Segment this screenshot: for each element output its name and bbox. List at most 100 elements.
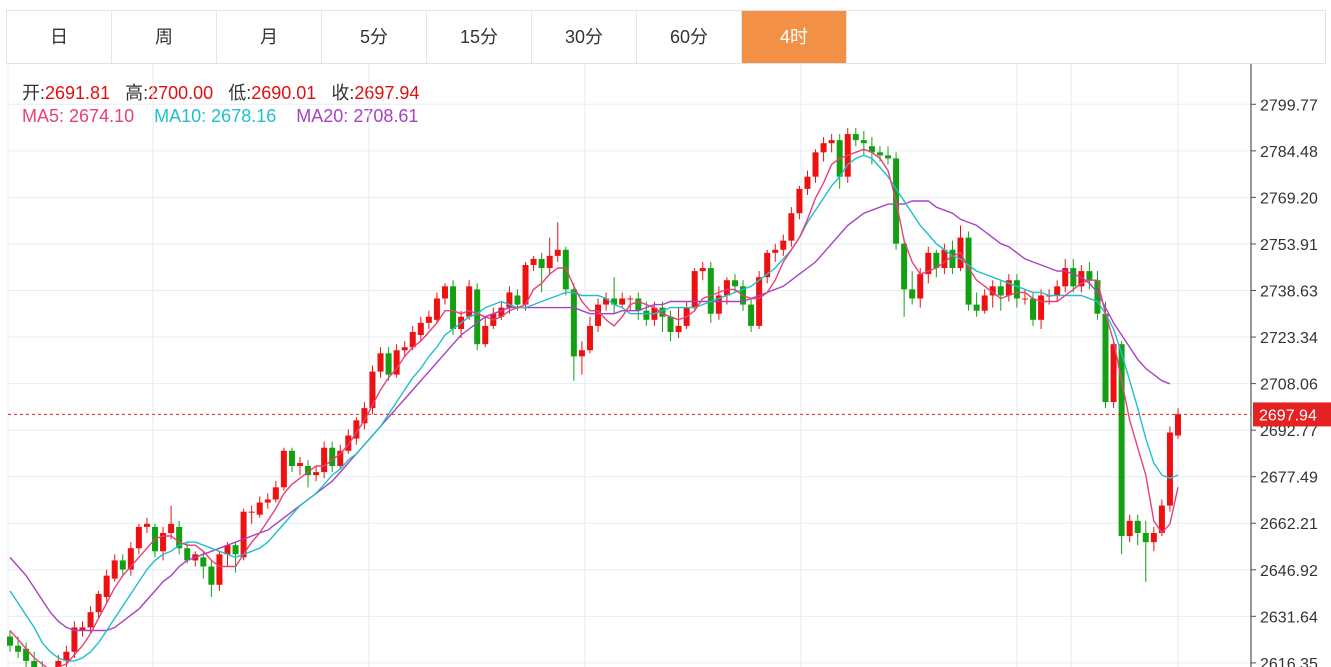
tab-6[interactable]: 60分 <box>637 11 742 63</box>
candle <box>772 243 779 262</box>
candle <box>586 316 593 354</box>
candle <box>1078 265 1085 293</box>
candle <box>941 243 948 275</box>
candle <box>1021 289 1028 305</box>
price-tick-label: 2692.77 <box>1260 423 1318 440</box>
candle <box>321 441 328 479</box>
candle <box>538 252 545 293</box>
candle <box>23 642 30 667</box>
candle <box>611 277 618 314</box>
candle <box>135 523 142 555</box>
candle <box>554 222 561 262</box>
price-tick-label: 2708.06 <box>1260 377 1318 394</box>
high-label: 高: <box>125 83 149 103</box>
candle <box>546 237 553 275</box>
candle <box>393 344 400 378</box>
candle <box>466 280 473 320</box>
ma10-label: MA10: <box>154 106 207 126</box>
candle <box>377 347 384 378</box>
candle <box>1158 499 1165 537</box>
candle <box>723 277 730 305</box>
candle <box>296 456 303 476</box>
candle <box>345 429 352 454</box>
candle <box>1086 261 1093 290</box>
candle <box>796 185 803 220</box>
tab-0[interactable]: 日 <box>7 11 112 63</box>
candle <box>1166 426 1173 512</box>
candle <box>635 292 642 320</box>
price-tick-label: 2662.21 <box>1260 516 1318 533</box>
candle <box>1142 520 1149 582</box>
last-price-label: 2697.94 <box>1259 407 1317 424</box>
candle <box>240 508 247 561</box>
candle <box>208 560 215 597</box>
tab-7[interactable]: 4时 <box>742 11 847 63</box>
ma10-line <box>9 154 1179 662</box>
candle <box>401 341 408 357</box>
candle <box>748 298 755 332</box>
candle <box>168 505 175 540</box>
candle <box>675 307 682 339</box>
ma5-line <box>9 148 1179 667</box>
candle <box>119 554 126 576</box>
tab-4[interactable]: 15分 <box>427 11 532 63</box>
price-tick-label: 2646.92 <box>1260 563 1318 580</box>
candle <box>7 630 13 652</box>
ohlc-readout: 开:2691.81 高:2700.00 低:2690.01 收:2697.94 <box>22 79 419 105</box>
candle <box>361 402 368 430</box>
tab-1[interactable]: 周 <box>112 11 217 63</box>
candle <box>329 441 336 473</box>
candle <box>885 146 892 165</box>
candle <box>87 606 94 634</box>
candle <box>103 569 110 604</box>
candle <box>111 554 118 582</box>
close-label: 收: <box>331 83 355 103</box>
candle <box>933 249 940 278</box>
candle <box>1005 274 1012 302</box>
candle <box>522 261 529 311</box>
candle <box>337 444 344 470</box>
candle <box>31 651 38 667</box>
candle <box>852 127 859 147</box>
candle <box>409 325 416 351</box>
ma20-line <box>9 200 1171 632</box>
candle <box>619 292 626 308</box>
price-tick-label: 2631.64 <box>1260 609 1318 626</box>
tab-2[interactable]: 月 <box>217 11 322 63</box>
candle <box>997 280 1004 311</box>
candle <box>71 621 78 658</box>
price-tick-label: 2784.48 <box>1260 144 1318 161</box>
candle <box>441 283 448 305</box>
candle <box>925 246 932 284</box>
candle <box>127 542 134 576</box>
price-tick-label: 2799.77 <box>1260 97 1318 114</box>
price-tick-label: 2723.34 <box>1260 330 1318 347</box>
tab-3[interactable]: 5分 <box>322 11 427 63</box>
candle <box>474 283 481 351</box>
candle <box>55 654 62 667</box>
low-label: 低: <box>228 83 252 103</box>
candle <box>981 289 988 314</box>
candle <box>506 286 513 314</box>
candle <box>965 231 972 311</box>
candle <box>417 316 424 342</box>
high-value: 2700.00 <box>148 83 214 103</box>
candle <box>1038 289 1045 329</box>
candle <box>272 481 279 503</box>
price-tick-label: 2738.63 <box>1260 283 1318 300</box>
close-value: 2697.94 <box>354 83 420 103</box>
candle <box>482 316 489 348</box>
candle <box>385 347 392 381</box>
candle <box>313 466 320 482</box>
candle <box>627 295 634 311</box>
candle <box>256 496 263 518</box>
candle <box>901 237 908 317</box>
price-tick-label: 2753.91 <box>1260 237 1318 254</box>
candle <box>1046 289 1053 305</box>
candle <box>450 280 457 336</box>
ma-readout: MA5: 2674.10 MA10: 2678.16 MA20: 2708.61 <box>22 106 418 127</box>
tab-5[interactable]: 30分 <box>532 11 637 63</box>
candle <box>95 590 102 619</box>
candle <box>989 280 996 308</box>
